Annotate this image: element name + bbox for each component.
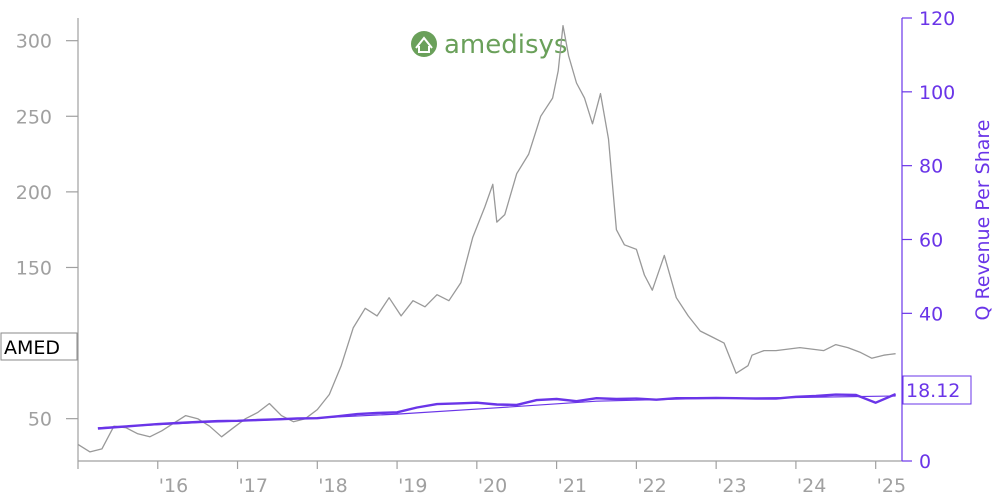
left-tick-label: 150: [16, 257, 52, 279]
x-tick-label: '19: [398, 475, 427, 497]
right-tick-label: 60: [919, 230, 943, 252]
right-tick-label: 80: [919, 156, 943, 178]
right-tick-label: 0: [919, 451, 931, 473]
left-tick-label: 200: [16, 182, 52, 204]
left-axis-ticks: 50100150200250300: [16, 31, 78, 431]
revenue-per-share-line: [97, 392, 897, 430]
right-axis-ticks: 020406080100120: [902, 8, 955, 473]
series-layer: [77, 24, 897, 453]
x-axis-ticks: '16 '17 '18 '19 '20 '21 '22 '23 '24 '25: [77, 461, 906, 497]
right-tick-label: 40: [919, 303, 943, 325]
right-tick-label: 100: [919, 82, 955, 104]
left-tick-label: 250: [16, 106, 52, 128]
x-tick-label: '25: [877, 475, 906, 497]
left-tick-label: 300: [16, 31, 52, 53]
x-tick-label: '16: [159, 475, 188, 497]
revenue-trend-line: [97, 395, 896, 429]
right-axis-title: Q Revenue Per Share: [972, 120, 994, 321]
ticker-label: AMED: [4, 337, 60, 359]
x-tick-label: '23: [717, 475, 746, 497]
x-tick-label: '21: [558, 475, 587, 497]
amedisys-logo: amedisys: [411, 30, 567, 60]
x-tick-label: '22: [637, 475, 666, 497]
x-tick-label: '17: [239, 475, 268, 497]
logo-text: amedisys: [444, 30, 567, 60]
x-tick-label: '20: [478, 475, 507, 497]
ticker-badge: AMED: [0, 332, 78, 361]
last-value-label: 18.12: [906, 380, 960, 402]
last-value-badge: 18.12: [902, 375, 972, 405]
stock-price-line: [77, 24, 896, 453]
x-tick-label: '24: [797, 475, 826, 497]
house-leaf-icon: [411, 31, 437, 57]
right-tick-label: 120: [919, 8, 955, 30]
left-tick-label: 50: [28, 409, 52, 431]
x-tick-label: '18: [318, 475, 347, 497]
